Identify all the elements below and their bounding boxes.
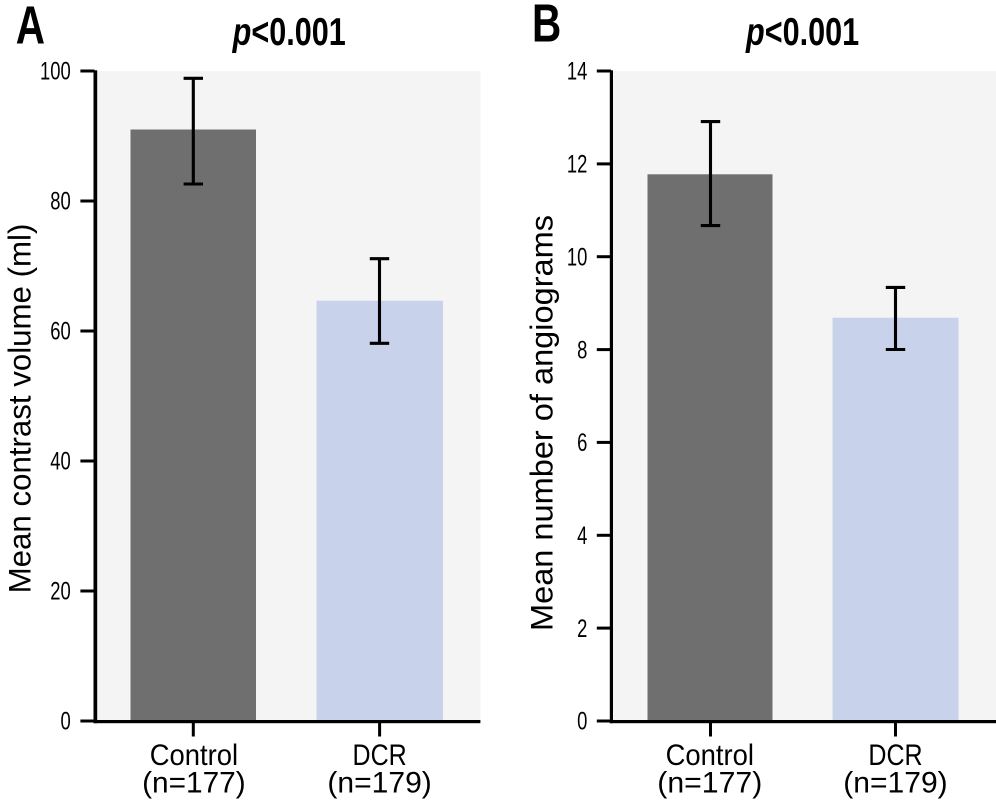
- svg-text:8: 8: [577, 335, 587, 364]
- svg-text:14: 14: [567, 57, 587, 86]
- svg-text:B: B: [532, 0, 561, 54]
- svg-text:10: 10: [567, 243, 587, 272]
- svg-text:p<0.001: p<0.001: [745, 12, 859, 54]
- svg-text:4: 4: [577, 521, 587, 550]
- svg-text:40: 40: [50, 447, 70, 476]
- svg-text:2: 2: [577, 614, 587, 643]
- svg-text:Mean contrast volume (ml): Mean contrast volume (ml): [2, 224, 38, 594]
- svg-text:6: 6: [577, 428, 587, 457]
- svg-text:100: 100: [40, 57, 71, 86]
- svg-text:Control: Control: [150, 739, 238, 772]
- svg-text:(n=177): (n=177): [142, 767, 246, 800]
- svg-text:DCR: DCR: [353, 739, 407, 772]
- svg-text:0: 0: [60, 707, 70, 736]
- svg-text:(n=179): (n=179): [843, 767, 947, 800]
- svg-text:Mean number of angiograms: Mean number of angiograms: [524, 215, 560, 631]
- svg-text:60: 60: [50, 317, 70, 346]
- svg-text:p<0.001: p<0.001: [232, 12, 346, 54]
- svg-text:(n=177): (n=177): [657, 767, 762, 800]
- svg-text:DCR: DCR: [868, 739, 922, 772]
- svg-text:(n=179): (n=179): [327, 767, 431, 800]
- svg-text:A: A: [16, 0, 45, 56]
- svg-text:20: 20: [50, 577, 70, 606]
- svg-text:0: 0: [577, 707, 587, 736]
- svg-text:12: 12: [567, 150, 587, 179]
- svg-text:80: 80: [50, 187, 70, 216]
- svg-text:Control: Control: [666, 739, 754, 772]
